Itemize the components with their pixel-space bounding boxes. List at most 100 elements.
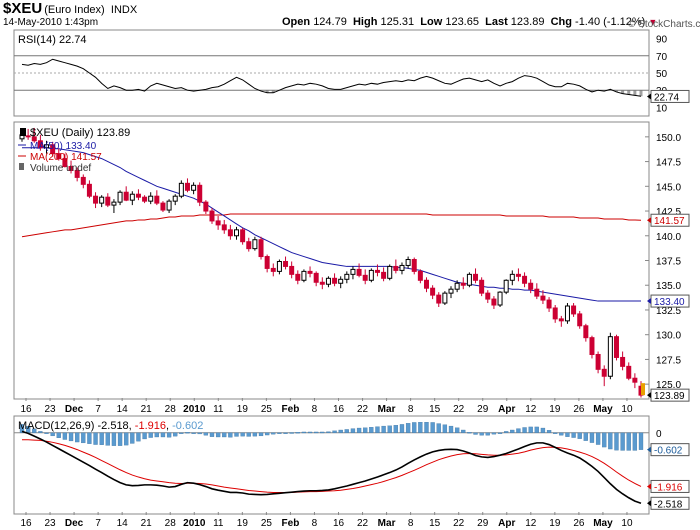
candle-body — [240, 229, 246, 243]
chg-label: Chg — [550, 16, 572, 28]
macd-hist-bar — [301, 431, 307, 434]
macd-hist-bar — [473, 432, 478, 435]
candle-body — [283, 260, 289, 267]
candle-body — [515, 273, 521, 277]
price-panel: 125.0 127.5 130.0 132.5 135.0 137.5 140.0 142.5… — [13, 121, 690, 415]
macd-date-tick: 10 — [621, 518, 633, 529]
candle-body — [620, 356, 626, 367]
price-date-tick: Mar — [378, 404, 396, 415]
macd-hist-bar — [363, 427, 368, 433]
macd-hist-bar — [75, 432, 80, 443]
symbol-title: $XEU (Euro Index) INDX — [3, 0, 137, 17]
macd-date-tick: 19 — [237, 518, 249, 529]
candle-body — [387, 265, 393, 279]
candle-body — [246, 241, 252, 250]
hist-last-label-pointer — [647, 446, 651, 453]
rsi-axis-tick: 70 — [656, 52, 668, 63]
macd-hist-bar — [448, 425, 454, 433]
candle-body — [368, 269, 374, 281]
candle-body — [209, 210, 215, 222]
high-label: High — [352, 16, 378, 28]
candle-body — [626, 365, 632, 379]
macd-hist-bar — [117, 432, 123, 446]
candle-body — [430, 287, 436, 296]
candle-body — [99, 196, 105, 204]
exchange: INDX — [110, 4, 138, 16]
candle-body — [270, 267, 276, 272]
rsi-legend: RSI(14) 22.74 — [18, 34, 86, 46]
macd-date-tick: 19 — [549, 518, 561, 529]
macd-hist-bar — [418, 422, 423, 433]
candle-body — [528, 282, 534, 290]
macd-hist-bar — [454, 427, 460, 433]
macd-hist-bar — [246, 432, 251, 437]
last-price-marker — [641, 383, 645, 396]
price-axis-tick: 140.0 — [656, 232, 681, 243]
macd-last-label-pointer — [647, 500, 651, 507]
macd-hist-bar — [81, 432, 86, 444]
candle-body — [258, 239, 264, 258]
ma50-last-label: 133.40 — [654, 297, 685, 308]
candle-body — [613, 336, 619, 358]
candle-body — [289, 265, 295, 275]
macd-hist-bar — [369, 427, 374, 433]
macd-hist-bar — [577, 432, 582, 439]
macd-date-tick: 16 — [20, 518, 32, 529]
macd-hist-bar — [491, 432, 497, 435]
macd-hist-bar — [565, 432, 570, 437]
price-axis-tick: 130.0 — [656, 331, 681, 342]
price-date-tick: 26 — [573, 404, 585, 415]
macd-date-tick: 21 — [141, 518, 153, 529]
macd-hist-bar — [105, 432, 110, 446]
macd-date-tick: 23 — [44, 518, 56, 529]
macd-hist-bar — [44, 432, 49, 434]
price-date-tick: Dec — [65, 404, 84, 415]
macd-hist-bar — [203, 432, 209, 436]
macd-hist-bar — [540, 427, 546, 433]
macd-hist-bar — [179, 432, 184, 434]
price-axis-tick: 127.5 — [656, 355, 681, 366]
chart-date: 14-May-2010 1:43pm — [3, 17, 99, 28]
macd-hist-bar — [222, 432, 227, 438]
candle-body — [221, 224, 227, 231]
candle-body — [307, 270, 313, 274]
macd-date-tick: 22 — [357, 518, 369, 529]
candle-body — [178, 182, 184, 197]
candle-body — [62, 158, 68, 168]
candle-body — [37, 140, 43, 149]
legend-ma50: MA(50) 133.40 — [30, 141, 97, 152]
candle-body — [632, 377, 638, 383]
price-date-tick: 11 — [213, 404, 224, 415]
chg-value: -1.40 (-1.12%) — [575, 16, 646, 28]
macd-hist-bar — [399, 424, 405, 433]
macd-hist-bar — [534, 426, 539, 433]
signal-last-label: -1.916 — [654, 482, 683, 493]
macd-date-tick: 29 — [477, 518, 489, 529]
macd-hist-bar — [430, 422, 435, 433]
macd-date-tick: 2010 — [183, 518, 206, 529]
candle-body — [362, 274, 368, 281]
macd-date-tick: 22 — [453, 518, 465, 529]
candle-body — [497, 291, 503, 306]
macd-date-tick: May — [593, 518, 613, 529]
price-axis-tick: 125.0 — [656, 380, 681, 391]
candle-body — [50, 144, 56, 155]
candle-body — [86, 183, 92, 197]
candle-body — [31, 136, 37, 142]
price-date-tick: 10 — [621, 404, 633, 415]
macd-hist-bar — [252, 432, 258, 437]
macd-hist-bar — [442, 424, 448, 433]
price-date-tick: 19 — [237, 404, 249, 415]
macd-hist-bar — [289, 432, 294, 434]
rsi-last-label: 22.74 — [654, 92, 679, 103]
candle-body — [332, 277, 338, 284]
price-date-tick: 15 — [429, 404, 441, 415]
price-date-tick: 2010 — [183, 404, 206, 415]
price-date-tick: 12 — [525, 404, 537, 415]
macd-hist-bar — [87, 432, 92, 444]
candle-body — [264, 256, 270, 269]
candle-body — [160, 202, 166, 211]
macd-hist-bar — [50, 432, 55, 437]
price-date-tick: Apr — [498, 404, 515, 415]
last-value: 123.89 — [510, 16, 545, 28]
